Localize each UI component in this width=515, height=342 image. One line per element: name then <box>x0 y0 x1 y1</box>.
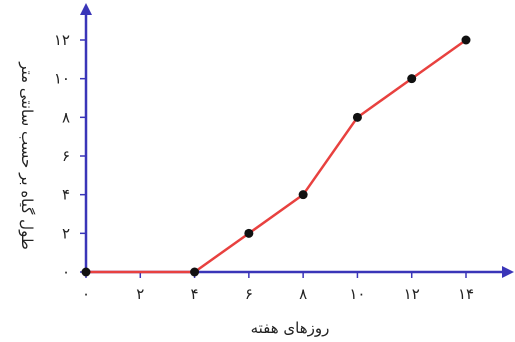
data-point <box>352 112 362 122</box>
x-tick-label: ۱۰ <box>349 285 365 303</box>
y-axis-label: طول گیاه بر حسب سانتی متر <box>18 61 36 250</box>
x-ticks: ۰ ۲ ۴ ۶ ۸ ۱۰ ۱۲ ۱۴ <box>82 272 474 303</box>
x-tick-label: ۰ <box>82 285 90 303</box>
y-tick-label: ۶ <box>62 147 70 165</box>
axes <box>80 3 514 278</box>
y-tick-label: ۰ <box>62 263 70 281</box>
x-tick-label: ۴ <box>191 285 199 303</box>
data-point <box>190 267 200 277</box>
x-axis-arrow <box>502 266 514 278</box>
data-point <box>407 74 417 84</box>
x-tick-label: ۱۴ <box>458 285 474 303</box>
y-axis-arrow <box>80 3 92 15</box>
x-tick-label: ۱۲ <box>404 285 420 303</box>
y-tick-label: ۴ <box>62 186 70 204</box>
data-point <box>244 228 254 238</box>
y-tick-label: ۱۲ <box>54 31 70 49</box>
x-axis-label: روزهای هفته <box>251 319 330 337</box>
series-line <box>86 38 467 274</box>
x-tick-label: ۸ <box>299 285 307 303</box>
data-point <box>81 267 91 277</box>
y-ticks: ۰ ۲ ۴ ۶ ۸ ۱۰ ۱۲ <box>54 31 86 281</box>
y-tick-label: ۱۰ <box>54 70 70 88</box>
y-tick-label: ۸ <box>62 108 70 126</box>
x-tick-label: ۲ <box>136 285 144 303</box>
data-point <box>461 35 471 45</box>
data-points <box>81 35 471 277</box>
data-point <box>298 190 308 200</box>
y-tick-label: ۲ <box>62 224 70 242</box>
x-tick-label: ۶ <box>245 285 253 303</box>
